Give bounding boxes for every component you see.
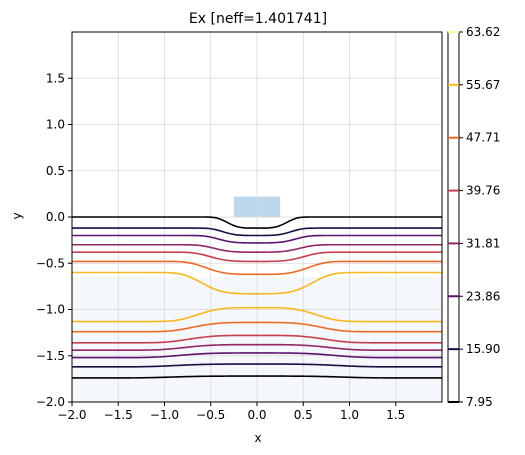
colorbar-frame bbox=[447, 31, 460, 403]
contour-line bbox=[72, 334, 442, 344]
contour-line bbox=[72, 375, 442, 379]
plot-area: −2.0 −1.5 −1.0 −0.5 0.0 0.5 1.0 1.5 −2.0 −1.5 −1.0… bbox=[36, 31, 443, 422]
x-tick-label: −0.5 bbox=[196, 408, 225, 422]
x-tick-label: −1.5 bbox=[104, 408, 133, 422]
contour-line bbox=[72, 352, 442, 359]
x-axis-label: x bbox=[254, 431, 261, 445]
contour-line bbox=[72, 216, 442, 229]
contour-line bbox=[72, 306, 442, 323]
colorbar-tick-label: 15.90 bbox=[466, 342, 500, 356]
colorbar-tick-label: 47.71 bbox=[466, 131, 500, 145]
x-tick-label: 1.0 bbox=[340, 408, 359, 422]
y-tick-label: 0.5 bbox=[46, 164, 65, 178]
x-tick-label: 1.5 bbox=[386, 408, 405, 422]
y-tick-label: −1.5 bbox=[36, 349, 65, 363]
colorbar-tick-label: 55.67 bbox=[466, 78, 500, 92]
contour-line bbox=[72, 251, 442, 263]
colorbar-tick-label: 7.95 bbox=[466, 395, 493, 409]
chart-title: Ex [neff=1.401741] bbox=[189, 11, 327, 27]
contour-line bbox=[72, 321, 442, 333]
x-tick-label: −2.0 bbox=[57, 408, 86, 422]
contour-line bbox=[72, 260, 442, 276]
x-tick-label: 0.0 bbox=[247, 408, 266, 422]
contour-line bbox=[72, 343, 442, 351]
y-tick-label: −2.0 bbox=[36, 395, 65, 409]
colorbar-tick-label: 39.76 bbox=[466, 184, 500, 198]
y-axis-label: y bbox=[10, 212, 24, 219]
colorbar-tick-label: 63.62 bbox=[466, 25, 500, 39]
contour-line bbox=[72, 243, 442, 253]
y-tick-label: −1.0 bbox=[36, 303, 65, 317]
contour-line bbox=[72, 363, 442, 368]
contour-line bbox=[72, 271, 442, 295]
x-tick-label: −1.0 bbox=[150, 408, 179, 422]
y-tick-label: 1.0 bbox=[46, 118, 65, 132]
y-tick-label: 1.5 bbox=[46, 71, 65, 85]
colorbar-tick-label: 23.86 bbox=[466, 289, 500, 303]
y-tick-label: −0.5 bbox=[36, 256, 65, 270]
contour-line bbox=[72, 234, 442, 244]
colorbar: 7.95 15.90 23.86 31.81 39.76 47.71 55.67 63.62 bbox=[447, 25, 500, 409]
colorbar-tick-label: 31.81 bbox=[466, 236, 500, 250]
y-tick-label: 0.0 bbox=[46, 210, 65, 224]
contour-line bbox=[72, 227, 442, 237]
x-tick-label: 0.5 bbox=[294, 408, 313, 422]
